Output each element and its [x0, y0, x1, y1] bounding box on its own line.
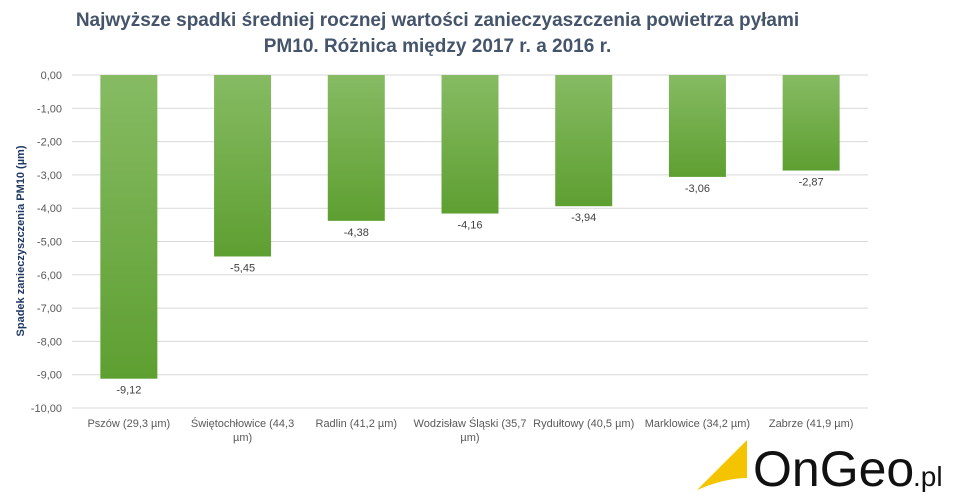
x-category-label: Rydułtowy (40,5 µm): [533, 418, 634, 430]
ongeo-logo: OnGeo .pl: [697, 440, 943, 493]
logo-swoosh-icon: [697, 440, 747, 490]
y-tick-label: -6,00: [37, 270, 62, 282]
y-axis-label: Spadek zanieczyszczenia PM10 (µm): [15, 145, 27, 336]
bar: [441, 75, 499, 214]
y-tick-label: -2,00: [37, 137, 62, 149]
x-category-label: Wodzisław Śląski (35,7: [414, 417, 527, 430]
data-label: -3,94: [571, 212, 596, 224]
data-label: -3,06: [685, 183, 710, 195]
x-category-label: Pszów (29,3 µm): [87, 418, 170, 430]
x-category-label: Świętochłowice (44,3: [191, 417, 294, 430]
y-tick-label: -4,00: [37, 203, 62, 215]
y-tick-label: -5,00: [37, 237, 62, 249]
x-category-label: µm): [233, 432, 252, 444]
x-category-label: µm): [460, 432, 479, 444]
svg-text:OnGeo: OnGeo: [753, 441, 914, 493]
data-label: -4,38: [344, 227, 369, 239]
bar: [668, 75, 726, 177]
y-tick-label: 0,00: [41, 70, 62, 82]
y-tick-label: -3,00: [37, 170, 62, 182]
bar: [214, 75, 272, 257]
y-tick-label: -7,00: [37, 303, 62, 315]
bar: [555, 75, 613, 207]
data-label: -2,87: [799, 177, 824, 189]
data-label: -9,12: [116, 385, 141, 397]
chart-title: Najwyższe spadki średniej rocznej wartoś…: [40, 8, 835, 60]
y-tick-label: -10,00: [31, 403, 62, 415]
bar: [782, 75, 840, 171]
title-line-1: Najwyższe spadki średniej rocznej wartoś…: [75, 10, 800, 31]
y-tick-label: -9,00: [37, 370, 62, 382]
svg-text:.pl: .pl: [913, 461, 943, 492]
data-label: -5,45: [230, 262, 255, 274]
x-category-label: Marklowice (34,2 µm): [645, 418, 750, 430]
bar: [327, 75, 385, 221]
y-tick-label: -8,00: [37, 336, 62, 348]
data-label: -4,16: [457, 220, 482, 232]
y-tick-label: -1,00: [37, 103, 62, 115]
x-category-label: Zabrze (41,9 µm): [769, 418, 854, 430]
x-category-label: Radlin (41,2 µm): [316, 418, 398, 430]
bar: [100, 75, 158, 379]
title-line-2: PM10. Różnica między 2017 r. a 2016 r.: [263, 36, 612, 57]
